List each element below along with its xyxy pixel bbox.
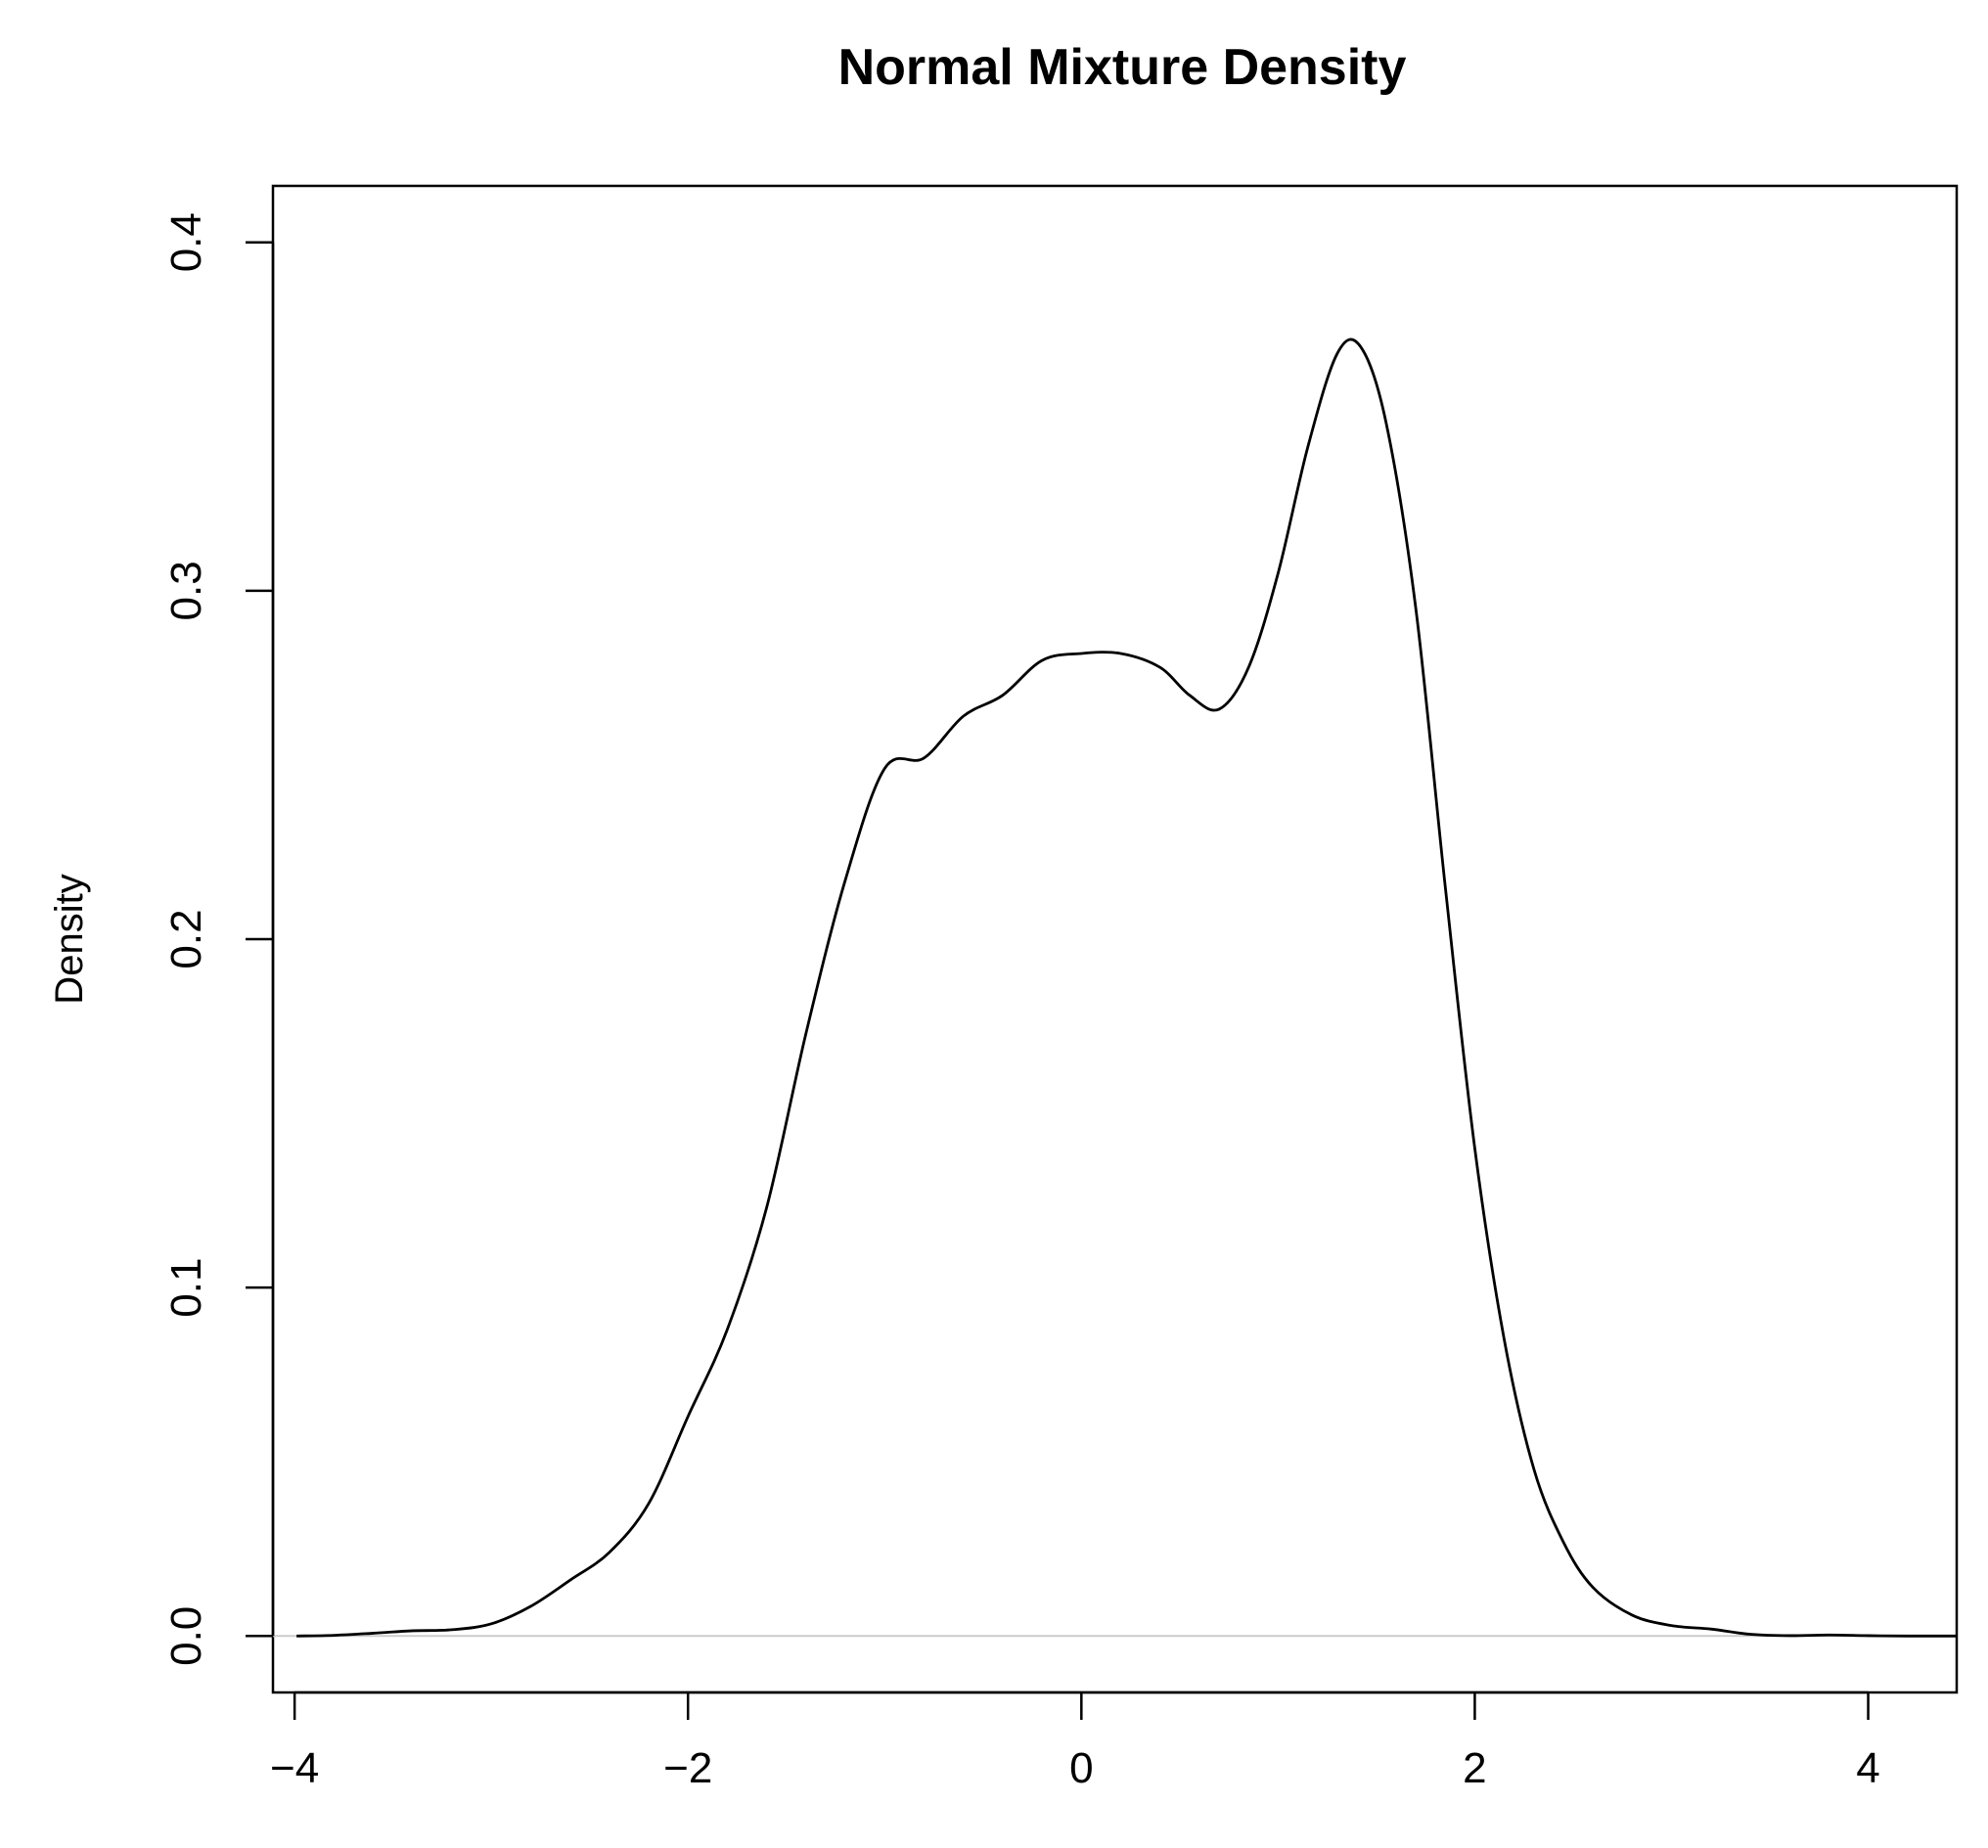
plot-frame	[271, 184, 1959, 1694]
y-axis-label: Density	[48, 874, 91, 1004]
y-axis: 0.0 0.1 0.2 0.3 0.4	[162, 212, 275, 1666]
chart-title: Normal Mixture Density	[838, 39, 1407, 96]
series-layer	[296, 338, 1958, 1638]
x-tick-label: 2	[1463, 1744, 1486, 1792]
x-axis: −4 −2 0 2 4	[270, 1690, 1880, 1792]
y-tick-label: 0.1	[162, 1258, 210, 1318]
x-tick-label: −2	[663, 1744, 712, 1792]
y-tick-label: 0.3	[162, 561, 210, 620]
x-tick-label: 4	[1856, 1744, 1879, 1792]
x-tick-label: −4	[270, 1744, 319, 1792]
density-curve	[296, 338, 1958, 1638]
y-tick-label: 0.4	[162, 212, 210, 272]
y-tick-label: 0.2	[162, 909, 210, 969]
y-tick-label: 0.0	[162, 1606, 210, 1666]
x-tick-label: 0	[1069, 1744, 1093, 1792]
